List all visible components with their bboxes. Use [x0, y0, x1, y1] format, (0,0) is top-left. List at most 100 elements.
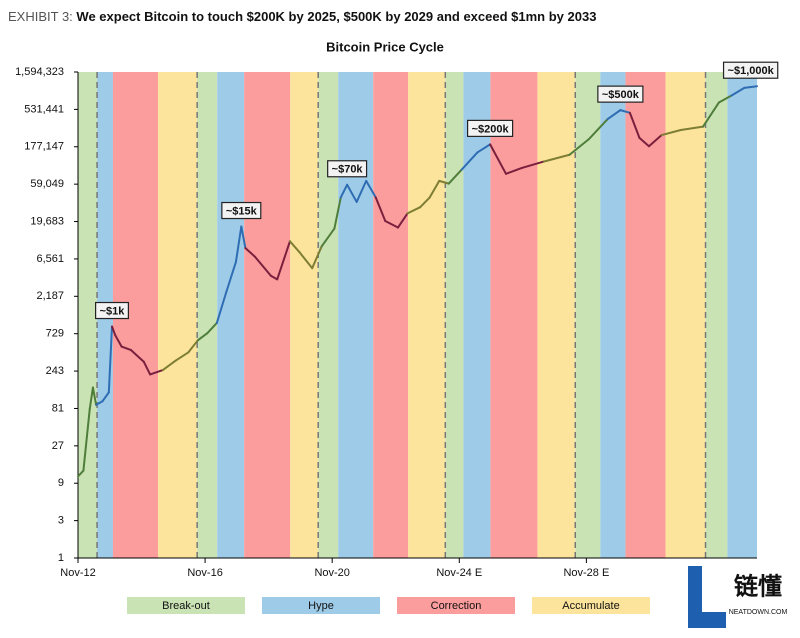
phase-band	[537, 72, 576, 558]
price-line	[460, 151, 479, 171]
price-line	[320, 227, 336, 248]
price-line	[91, 386, 98, 406]
y-tick-label: 59,049	[30, 178, 64, 190]
price-line	[187, 339, 199, 354]
y-tick-label: 6,561	[36, 253, 64, 265]
price-line	[396, 212, 409, 229]
price-line	[447, 168, 463, 185]
y-tick-label: 19,683	[30, 215, 64, 227]
price-line	[628, 111, 641, 139]
price-line	[606, 109, 622, 121]
price-line	[543, 153, 571, 163]
phase-band	[338, 72, 374, 558]
price-line	[428, 179, 441, 199]
annotation-label: ~$200k	[472, 123, 510, 135]
price-line	[568, 138, 590, 156]
annotation-box	[722, 61, 779, 79]
x-tick-label: Nov-24 E	[436, 567, 482, 579]
legend-swatch	[532, 597, 650, 614]
price-line	[114, 334, 123, 348]
price-line	[339, 183, 349, 199]
phase-band	[463, 72, 491, 558]
price-line	[638, 136, 650, 148]
price-line	[88, 386, 94, 410]
phase-band	[490, 72, 538, 558]
price-line	[234, 225, 243, 263]
price-line	[244, 247, 256, 258]
price-line	[333, 196, 342, 230]
price-line	[504, 166, 523, 175]
annotation-label: ~$70k	[332, 164, 364, 176]
y-tick-label: 1,594,323	[15, 66, 64, 78]
price-line	[587, 118, 609, 141]
annotation-box	[597, 85, 644, 103]
watermark: 链懂 NEATDOWN.COM	[688, 566, 787, 628]
price-line	[476, 143, 492, 154]
phase-band	[197, 72, 218, 558]
legend-swatch	[262, 597, 380, 614]
price-line	[101, 391, 110, 403]
price-line	[120, 345, 133, 352]
price-line	[130, 349, 145, 363]
x-tick-label: Nov-20	[314, 567, 349, 579]
annotation: ~$200k	[466, 119, 514, 137]
y-tick-label: 27	[52, 440, 64, 452]
price-line	[225, 260, 237, 293]
chart-title: Bitcoin Price Cycle	[326, 39, 444, 54]
annotation: ~$500k	[597, 85, 644, 103]
price-line	[95, 400, 104, 406]
annotation: ~$1,000k	[722, 61, 779, 79]
phase-band	[158, 72, 198, 558]
phase-band	[625, 72, 666, 558]
price-line	[174, 351, 190, 362]
legend-label: Accumulate	[562, 600, 619, 612]
price-line	[253, 255, 272, 277]
phase-band	[318, 72, 339, 558]
price-line	[419, 196, 431, 209]
phase-band	[373, 72, 409, 558]
phase-band	[727, 72, 757, 558]
logo-text: 链懂	[734, 572, 782, 600]
phase-band	[575, 72, 601, 558]
annotation-label: ~$1,000k	[728, 65, 775, 77]
annotation-label: ~$15k	[226, 205, 258, 217]
header-title: We expect Bitcoin to touch $200K by 2025…	[76, 9, 596, 24]
x-tick-label: Nov-16	[187, 567, 222, 579]
annotation: ~$70k	[327, 160, 368, 178]
x-tick-label: Nov-28 E	[563, 567, 609, 579]
price-line	[660, 128, 682, 137]
annotation-label: ~$1k	[100, 305, 126, 317]
price-line	[142, 360, 152, 376]
y-tick-label: 9	[58, 477, 64, 489]
phase-band	[244, 72, 291, 558]
price-line	[288, 240, 301, 254]
price-line	[110, 325, 117, 337]
exhibit-label: EXHIBIT 3:	[8, 9, 73, 24]
legend-swatch	[397, 597, 515, 614]
logo-mark	[688, 566, 726, 628]
y-tick-label: 81	[52, 402, 64, 414]
price-line	[743, 85, 758, 89]
price-line	[647, 134, 663, 148]
y-tick-label: 1	[58, 552, 64, 564]
y-tick-label: 531,441	[24, 103, 64, 115]
y-tick-label: 243	[46, 365, 64, 377]
price-line	[107, 325, 113, 394]
price-line	[298, 251, 314, 270]
price-line	[206, 321, 218, 335]
legend-swatch	[127, 597, 245, 614]
annotation: ~$15k	[221, 201, 262, 220]
annotation-box	[95, 301, 129, 320]
phase-band	[408, 72, 446, 558]
plot-area: 1 3 9 27 81 243 729 2,187 6,561 19,683 59,049 177,1…	[15, 61, 779, 614]
price-line	[196, 332, 209, 342]
price-line	[77, 469, 85, 478]
legend-label: Correction	[431, 600, 482, 612]
phase-band	[78, 72, 98, 558]
header: EXHIBIT 3: We expect Bitcoin to touch $2…	[8, 9, 596, 24]
price-line	[384, 219, 399, 229]
legend-label: Break-out	[162, 600, 210, 612]
price-line	[489, 143, 507, 175]
phase-band	[217, 72, 245, 558]
